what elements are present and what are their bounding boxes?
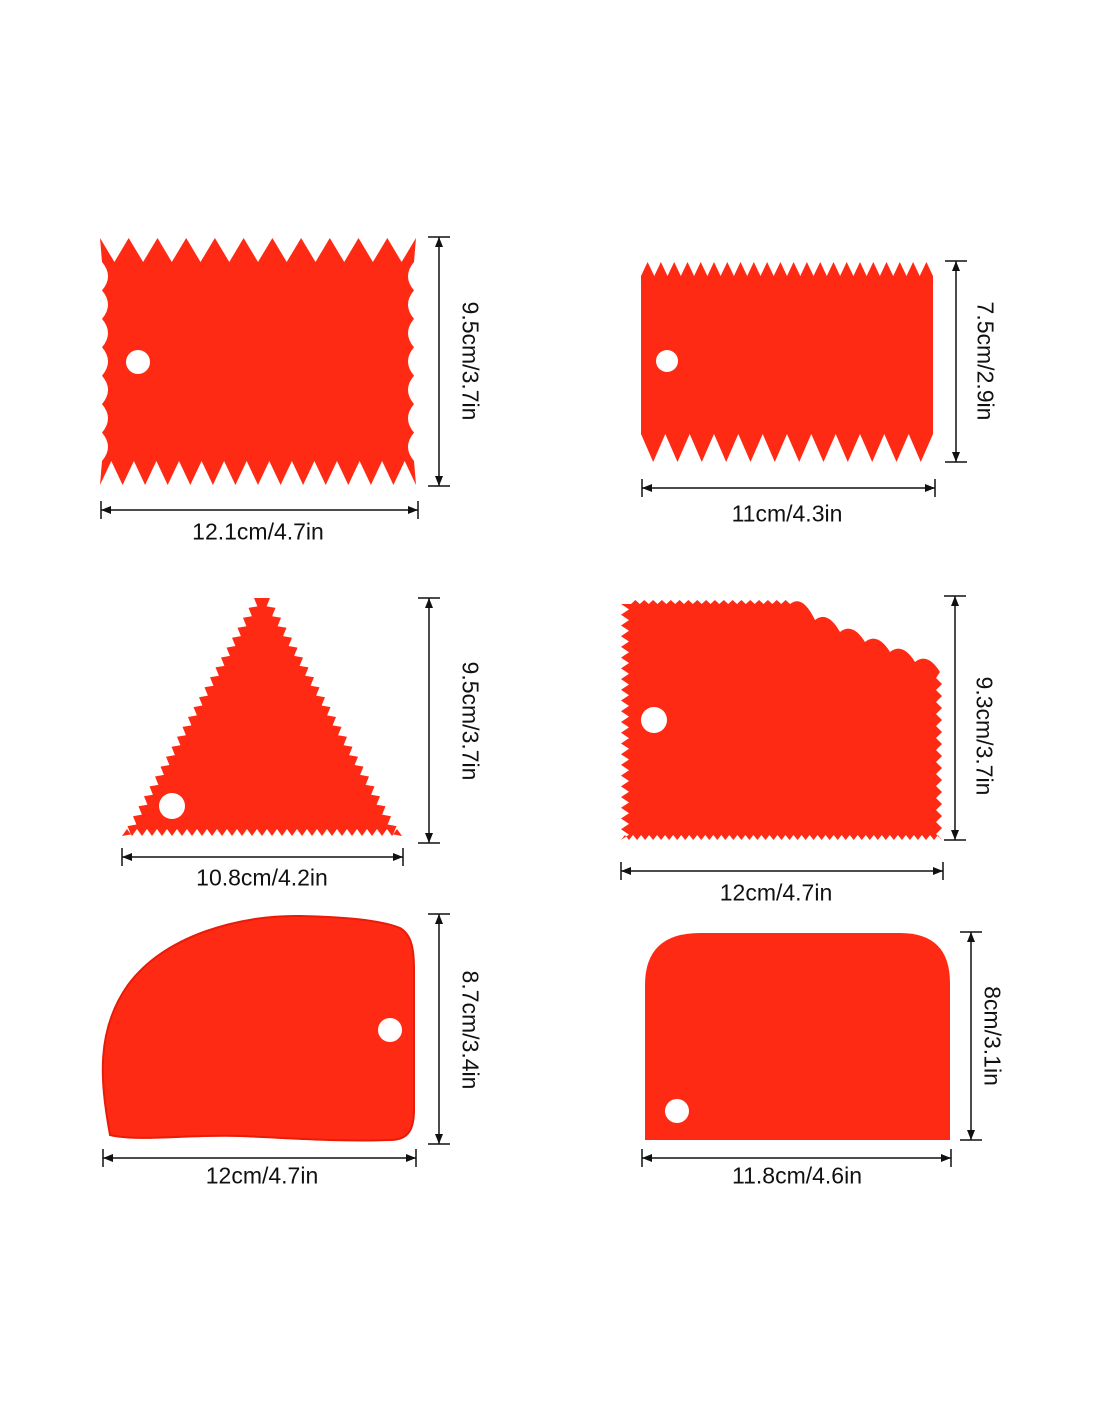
height-label-rect-fine-teeth: 7.5cm/2.9in	[972, 301, 999, 421]
height-label-rect-triangle-teeth: 9.5cm/3.7in	[457, 301, 484, 421]
width-label-wave-edge: 12cm/4.7in	[719, 879, 833, 906]
hanging-hole	[159, 793, 185, 819]
height-label-wave-edge: 9.3cm/3.7in	[971, 676, 998, 796]
width-dimension-rect-triangle-teeth	[100, 501, 419, 519]
width-dimension-triangle-serrated	[121, 848, 404, 866]
width-label-rect-triangle-teeth: 12.1cm/4.7in	[192, 518, 324, 545]
height-label-dough-rounded: 8cm/3.1in	[979, 986, 1006, 1086]
width-label-triangle-serrated: 10.8cm/4.2in	[196, 864, 328, 891]
width-label-rect-fine-teeth: 11cm/4.3in	[731, 500, 843, 527]
width-label-curved-bowl: 12cm/4.7in	[205, 1162, 319, 1189]
width-dimension-wave-edge	[620, 862, 944, 880]
width-dimension-curved-bowl	[102, 1149, 417, 1167]
height-dimension-triangle-serrated	[418, 597, 440, 844]
hanging-hole	[378, 1018, 402, 1042]
hanging-hole	[126, 350, 150, 374]
scraper-curved-bowl	[101, 914, 415, 1142]
scraper-rect-fine-teeth	[641, 262, 933, 462]
height-dimension-rect-fine-teeth	[945, 260, 967, 463]
height-dimension-wave-edge	[944, 595, 966, 841]
hanging-hole	[641, 707, 667, 733]
height-label-triangle-serrated: 9.5cm/3.7in	[457, 661, 484, 781]
height-dimension-rect-triangle-teeth	[428, 236, 450, 487]
hanging-hole	[656, 350, 678, 372]
height-dimension-curved-bowl	[428, 913, 450, 1145]
height-label-curved-bowl: 8.7cm/3.4in	[457, 970, 484, 1090]
hanging-hole	[665, 1099, 689, 1123]
scraper-dough-rounded	[645, 933, 950, 1140]
scraper-rect-triangle-teeth	[100, 238, 416, 485]
scraper-wave-edge	[621, 600, 942, 840]
width-label-dough-rounded: 11.8cm/4.6in	[732, 1162, 862, 1189]
height-dimension-dough-rounded	[960, 931, 982, 1141]
scraper-triangle-serrated	[122, 598, 402, 836]
width-dimension-dough-rounded	[641, 1149, 952, 1167]
width-dimension-rect-fine-teeth	[641, 479, 936, 497]
